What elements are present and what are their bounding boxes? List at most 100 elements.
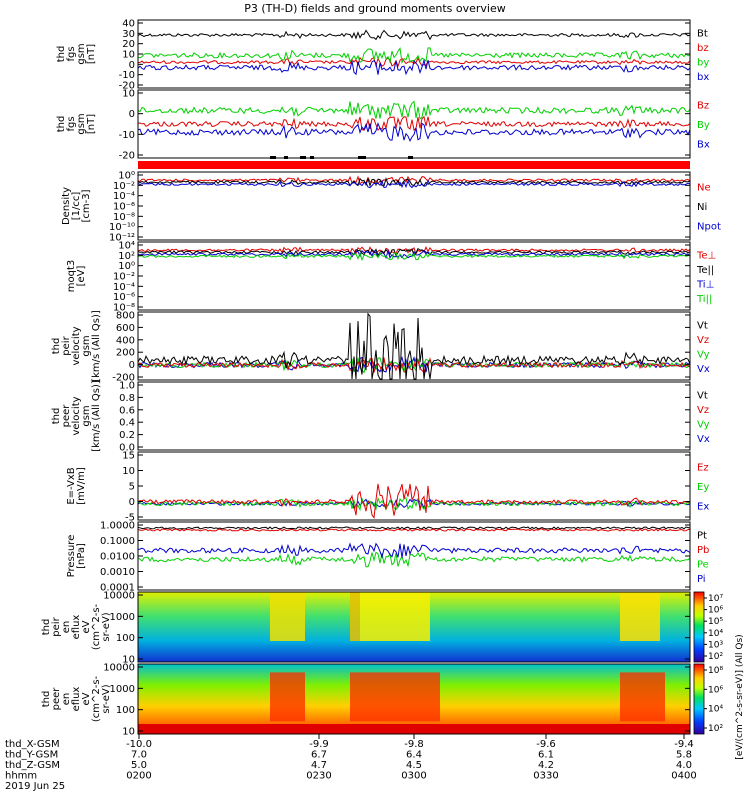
ytick-label: 10 bbox=[122, 655, 135, 666]
series-Ne bbox=[137, 175, 691, 185]
ylabel-line: peir bbox=[51, 616, 62, 636]
legend-Pb: Pb bbox=[697, 545, 709, 556]
spectrogram-region bbox=[350, 672, 440, 722]
ylabel-line: gsm bbox=[76, 43, 87, 64]
ylabel-line: moqt3 bbox=[66, 260, 77, 293]
ylabel-line: velocity bbox=[71, 326, 82, 365]
ylabel-line: peir bbox=[61, 335, 72, 355]
colorbar-title-text: [eV/(cm^2-s-sr-eV)] (All Qs) bbox=[735, 634, 745, 759]
ytick-label: 10² bbox=[118, 251, 135, 262]
spectrogram-region bbox=[270, 672, 305, 722]
ylabel-line: en bbox=[61, 621, 72, 634]
ylabel-line: gsm bbox=[76, 113, 87, 134]
legend-Vz: Vz bbox=[697, 335, 709, 346]
ytick-label: 600 bbox=[116, 323, 135, 334]
colorbar-tick-label: 10² bbox=[708, 652, 723, 662]
ytick-label: -20 bbox=[119, 151, 135, 162]
ytick-label: 10⁻² bbox=[113, 272, 135, 283]
ylabel-line: fgs bbox=[66, 46, 77, 61]
legend-Vt: Vt bbox=[697, 320, 708, 331]
colorbar bbox=[693, 663, 705, 735]
ytick-label: 5 bbox=[129, 482, 135, 493]
panel-frame bbox=[137, 591, 691, 663]
ytick-label: 800 bbox=[116, 311, 135, 322]
legend-Ti⊥: Ti⊥ bbox=[696, 279, 714, 290]
legend-Vx: Vx bbox=[697, 364, 710, 375]
ylabel-line: sr-eV) bbox=[101, 612, 112, 641]
ytick-label: 0.6 bbox=[119, 405, 135, 416]
legend-Ex: Ex bbox=[697, 501, 709, 512]
xaxis-value: 6.4 bbox=[406, 750, 422, 761]
legend-Te⊥: Te⊥ bbox=[696, 250, 716, 261]
ytick-label: 0.1000 bbox=[100, 536, 135, 547]
legend-Vy: Vy bbox=[697, 419, 710, 430]
ytick-label: 20 bbox=[122, 39, 135, 50]
legend-Ey: Ey bbox=[697, 482, 709, 493]
ylabel-line: thd bbox=[56, 116, 67, 133]
panel-peer-velocity: 1.00.80.6 0.40.2 0.0 thd peer velocity gsm [km/… bbox=[51, 380, 710, 453]
panel-fgs-gsm-2: 10 0 -10 -20 thd fgs gsm [nT] Bz By Bx bbox=[56, 89, 710, 162]
series-Bz bbox=[137, 115, 691, 132]
ylabel-line: eV bbox=[81, 692, 92, 705]
series-Pi bbox=[137, 542, 691, 559]
legend-Pi: Pi bbox=[697, 574, 706, 585]
ytick-label: 0.0010 bbox=[100, 567, 135, 578]
xaxis-value: 0330 bbox=[533, 771, 558, 782]
colorbar-tick-label: 10⁵ bbox=[708, 617, 723, 627]
series-Ti⊥ bbox=[137, 249, 691, 260]
xaxis-value: 0400 bbox=[671, 771, 696, 782]
ylabel: Density [1/cc] [cm-3] bbox=[61, 187, 92, 225]
legend-Ni: Ni bbox=[697, 202, 707, 213]
state-bar bbox=[138, 161, 690, 169]
ytick-label: -200 bbox=[112, 373, 135, 384]
panel-peer-eflux: 10⁸ 10⁶ 10⁴ 10² 10000 1000 100 10 thd peer en eflux… bbox=[41, 663, 723, 738]
ytick-label: -5 bbox=[125, 513, 135, 524]
ytick-label: 400 bbox=[116, 335, 135, 346]
ytick-label: 10⁻⁸ bbox=[113, 212, 135, 223]
panel-frame bbox=[137, 311, 691, 381]
panel-frame bbox=[137, 381, 691, 451]
xaxis-value: 4.0 bbox=[676, 760, 692, 771]
ylabel: thd peer en eflux eV (cm^2-s-sr-eV) bbox=[41, 675, 112, 722]
series-Npot bbox=[137, 179, 691, 189]
ylabel: E=-VxB [mV/m] bbox=[66, 467, 87, 505]
spectrogram-region bbox=[620, 592, 660, 641]
ytick-label: 1000 bbox=[110, 684, 135, 695]
ylabel: thd fgs gsm [nT] bbox=[56, 43, 97, 64]
xaxis-value: 5.8 bbox=[676, 750, 692, 761]
ylabel-line: [1/cc] bbox=[71, 192, 82, 221]
ylabel-line: en bbox=[61, 693, 72, 706]
xaxis-value: 4.5 bbox=[406, 760, 422, 771]
legend-Ez: Ez bbox=[697, 463, 709, 474]
colorbar-tick-label: 10⁴ bbox=[708, 629, 723, 639]
xaxis-row-label: thd_Z-GSM bbox=[5, 760, 60, 771]
ytick-label: 10⁻¹² bbox=[109, 233, 135, 244]
xaxis-value: 0300 bbox=[401, 771, 426, 782]
ylabel-line: fgs bbox=[66, 116, 77, 131]
ytick-label: 15 bbox=[122, 451, 135, 462]
series-Pe bbox=[137, 551, 691, 568]
ylabel-line: [mV/m] bbox=[76, 467, 87, 505]
xaxis-value: -10.0 bbox=[126, 739, 152, 750]
ylabel-line: [eV] bbox=[76, 266, 87, 287]
series-Vt bbox=[137, 312, 691, 380]
ylabel: Pressure [nPa] bbox=[66, 535, 87, 578]
xaxis-value: 6.1 bbox=[538, 750, 554, 761]
series-Pb bbox=[137, 528, 691, 532]
ytick-label: 10⁻¹⁰ bbox=[109, 222, 135, 233]
legend-bx: bx bbox=[697, 72, 709, 83]
ytick-label: 100 bbox=[116, 633, 135, 644]
xaxis-value: -9.8 bbox=[404, 739, 424, 750]
ytick-label: 0.4 bbox=[119, 418, 135, 429]
xaxis-value: -9.9 bbox=[309, 739, 329, 750]
ylabel-line: Density bbox=[61, 187, 72, 225]
series-Te⊥ bbox=[137, 245, 691, 255]
ylabel-line: [km/s (All Qs)] bbox=[91, 310, 102, 382]
ytick-label: 10000 bbox=[103, 663, 135, 674]
series-Ti|| bbox=[137, 251, 691, 262]
xaxis-row-label: thd_Y-GSM bbox=[5, 750, 58, 761]
ytick-label: 0 bbox=[129, 360, 135, 371]
panel-frame bbox=[137, 89, 691, 159]
